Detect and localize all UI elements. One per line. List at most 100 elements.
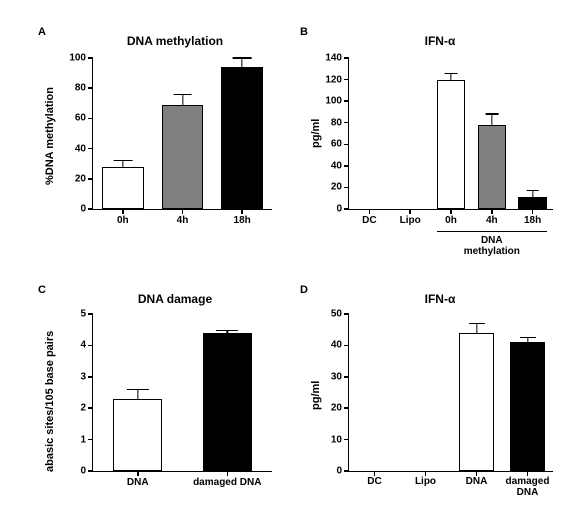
x-tick	[532, 209, 534, 214]
x-tick-label: DC	[362, 215, 376, 226]
panel-d: D IFN-α pg/ml 01020304050DCLipoDNAdamage…	[300, 282, 562, 512]
error-cap	[173, 94, 192, 95]
panel-d-plot: 01020304050DCLipoDNAdamaged DNA	[348, 314, 553, 472]
error-cap	[485, 113, 498, 114]
x-tick	[241, 209, 243, 214]
x-tick-label: DC	[350, 477, 398, 488]
y-tick-label: 80	[331, 117, 342, 128]
bar	[102, 167, 144, 209]
x-tick-label: 18h	[234, 215, 251, 226]
y-tick-label: 2	[80, 403, 86, 414]
bar	[162, 105, 204, 209]
y-tick	[88, 87, 93, 89]
panel-d-ylabel: pg/ml	[310, 381, 322, 410]
panel-d-title: IFN-α	[380, 292, 500, 306]
error-cap	[468, 323, 484, 324]
x-tick	[182, 209, 184, 214]
panel-letter-d: D	[300, 284, 308, 296]
y-tick-label: 3	[80, 371, 86, 382]
y-tick	[344, 470, 349, 472]
x-tick-label: 0h	[117, 215, 129, 226]
y-tick-label: 1	[80, 434, 86, 445]
error-cap	[445, 73, 458, 74]
panel-a-title: DNA methylation	[100, 34, 250, 48]
y-tick	[88, 470, 93, 472]
x-tick	[369, 209, 371, 214]
y-tick	[344, 57, 349, 59]
error-cap	[526, 190, 539, 191]
y-tick	[88, 118, 93, 120]
y-tick-label: 20	[331, 403, 342, 414]
y-tick	[344, 313, 349, 315]
x-tick	[227, 471, 229, 476]
error-cap	[216, 330, 238, 331]
error-cap	[113, 160, 132, 161]
error-bar	[137, 389, 138, 398]
y-tick	[344, 376, 349, 378]
y-tick	[344, 345, 349, 347]
panel-b: B IFN-α pg/ml 020406080100120140DCLipo0h…	[300, 20, 562, 260]
y-tick	[88, 178, 93, 180]
y-tick	[344, 439, 349, 441]
y-tick	[88, 313, 93, 315]
bar	[459, 333, 495, 471]
panel-c-ylabel: abasic sites/105 base pairs	[44, 331, 56, 472]
error-bar	[476, 323, 477, 332]
panel-a: A DNA methylation %DNA methylation 0 20 40…	[30, 20, 280, 250]
panel-a-ylabel: %DNA methylation	[44, 87, 56, 185]
x-tick	[491, 209, 493, 214]
x-tick-label: Lipo	[401, 477, 449, 488]
panel-c-plot: 012345DNAdamaged DNA	[92, 314, 272, 472]
y-tick	[344, 79, 349, 81]
bar	[518, 197, 547, 209]
y-tick	[344, 122, 349, 124]
error-bar	[450, 73, 451, 79]
x-tick-label: 18h	[524, 215, 541, 226]
panel-b-title: IFN-α	[380, 34, 500, 48]
x-tick-label: damaged DNA	[193, 477, 261, 488]
panel-b-ylabel: pg/ml	[310, 119, 322, 148]
panel-c-title: DNA damage	[100, 292, 250, 306]
y-tick	[88, 376, 93, 378]
x-tick-label: damaged DNA	[503, 477, 551, 498]
bar	[437, 80, 466, 209]
y-tick-label: 50	[331, 309, 342, 320]
y-tick-label: 80	[75, 83, 86, 94]
error-cap	[127, 389, 149, 390]
error-cap	[233, 57, 252, 58]
error-cap	[519, 337, 535, 338]
y-tick-label: 60	[331, 139, 342, 150]
y-tick-label: 0	[336, 204, 342, 215]
y-tick	[88, 439, 93, 441]
x-tick	[409, 209, 411, 214]
x-tick-label: 0h	[445, 215, 457, 226]
panel-letter-c: C	[38, 284, 46, 296]
y-tick-label: 120	[325, 74, 342, 85]
y-tick	[344, 187, 349, 189]
y-tick-label: 60	[75, 113, 86, 124]
panel-letter-a: A	[38, 26, 46, 38]
y-tick-label: 4	[80, 340, 86, 351]
y-tick-label: 20	[331, 182, 342, 193]
y-tick-label: 140	[325, 53, 342, 64]
y-tick-label: 30	[331, 371, 342, 382]
bar	[478, 125, 507, 209]
y-tick-label: 10	[331, 434, 342, 445]
x-tick-label: DNA	[452, 477, 500, 488]
y-tick	[344, 407, 349, 409]
y-tick-label: 100	[69, 53, 86, 64]
error-bar	[182, 94, 183, 105]
error-bar	[532, 191, 533, 197]
group-bracket	[437, 231, 547, 232]
x-tick	[450, 209, 452, 214]
y-tick-label: 0	[80, 466, 86, 477]
bar	[203, 333, 252, 471]
figure-page: A DNA methylation %DNA methylation 02040…	[0, 0, 576, 532]
y-tick-label: 0	[80, 204, 86, 215]
y-tick-label: 40	[75, 143, 86, 154]
panel-b-plot: 020406080100120140DCLipo0h4h18hDNA methy…	[348, 58, 553, 210]
panel-c: C DNA damage abasic sites/105 base pairs…	[30, 282, 280, 512]
error-bar	[527, 338, 528, 343]
y-tick-label: 20	[75, 173, 86, 184]
panel-letter-b: B	[300, 26, 308, 38]
